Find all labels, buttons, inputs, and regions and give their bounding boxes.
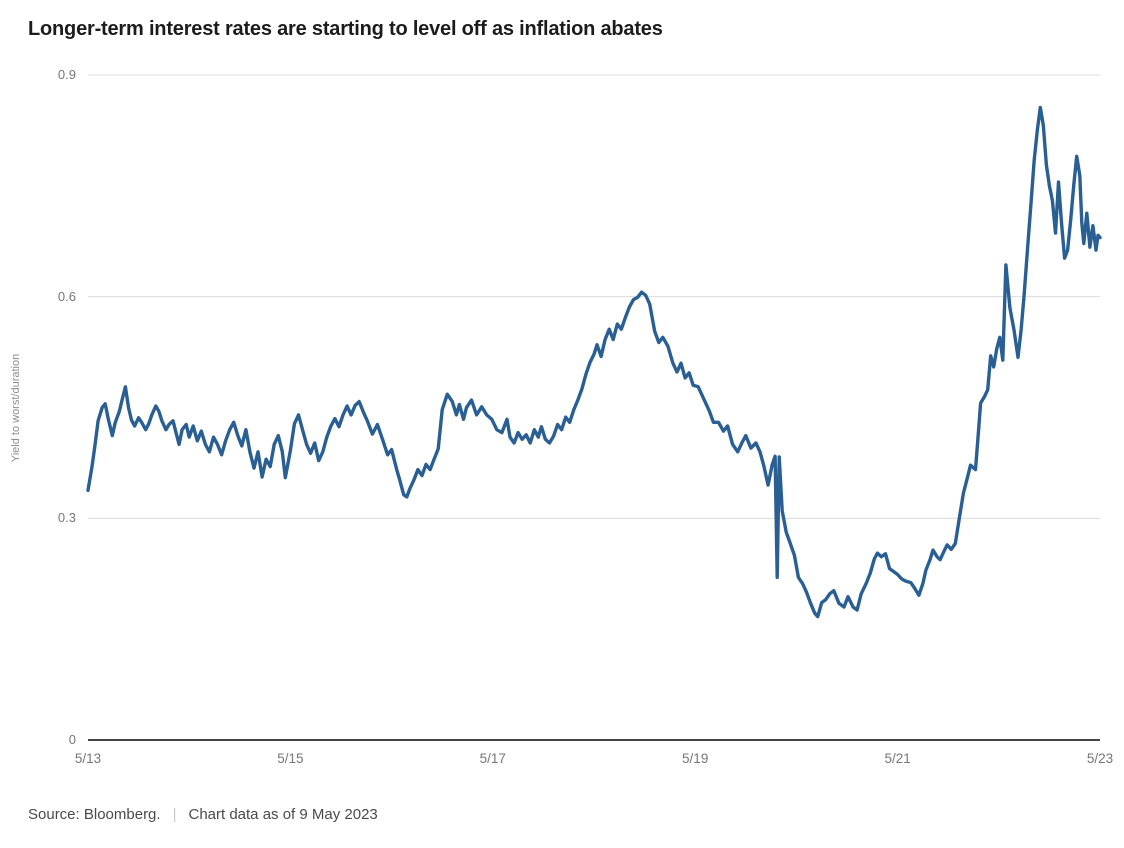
source-separator: | — [172, 806, 177, 823]
y-tick-label-0: 0 — [68, 732, 76, 747]
x-tick-label-5-21: 5/21 — [884, 751, 911, 766]
chart-title: Longer-term interest rates are starting … — [28, 18, 663, 40]
x-tick-label-5-23: 5/23 — [1086, 751, 1114, 766]
y-tick-label-0.9: 0.9 — [57, 67, 76, 82]
x-tick-label-5-15: 5/15 — [277, 751, 304, 766]
x-tick-label-5-13: 5/13 — [74, 751, 102, 766]
gridlines — [88, 74, 1100, 519]
source-label: Source: Bloomberg. — [28, 806, 161, 823]
x-tick-label-5-19: 5/19 — [682, 751, 709, 766]
chart-data-note: Chart data as of 9 May 2023 — [188, 806, 378, 823]
y-tick-label-0.6: 0.6 — [57, 288, 76, 304]
y-tick-label-0.3: 0.3 — [57, 510, 76, 526]
source-row: Source: Bloomberg. | Chart data as of 9 … — [28, 806, 378, 823]
x-tick-label-5-17: 5/17 — [479, 751, 506, 766]
yield-line-series — [86, 105, 1102, 619]
